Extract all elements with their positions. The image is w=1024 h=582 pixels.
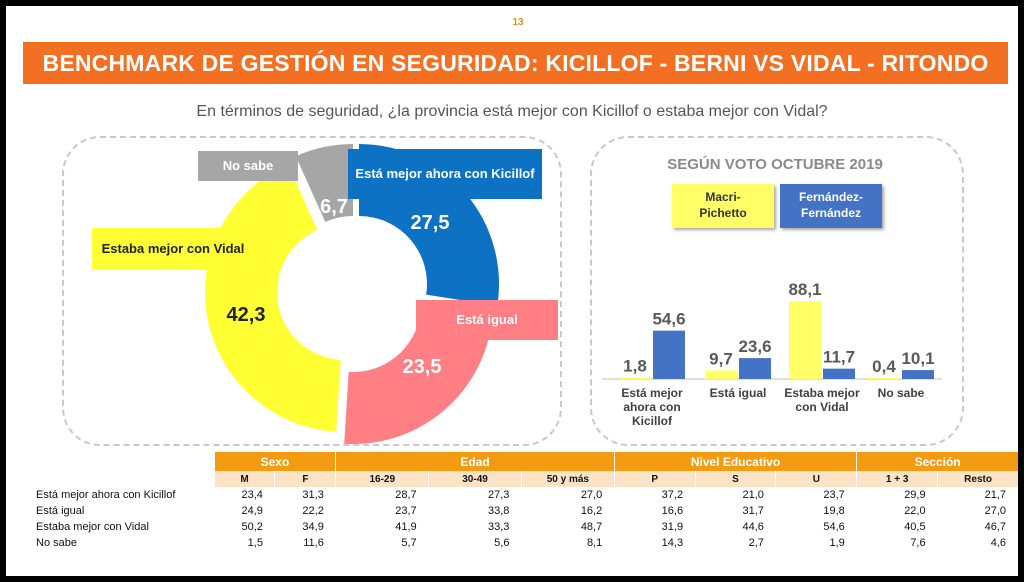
legend-fernandez-fernandez: Fernández- Fernández [780,184,882,228]
row-label: Está igual [36,505,85,517]
group-header-nivel-educativo: Nivel Educativo [613,452,857,471]
table-cell: 27,0 [580,489,603,501]
table-cell: 54,6 [823,521,845,533]
table-cell: 8,1 [586,537,603,549]
row-label: No sabe [36,537,77,549]
page-title: BENCHMARK DE GESTIÓN EN SEGURIDAD: KICIL… [23,42,1008,84]
table-cell: 4,6 [990,537,1006,549]
column-header: S [694,471,776,487]
table-cell: 44,6 [742,521,764,533]
table-cell: 22,0 [904,505,926,517]
table-cell: 46,7 [984,521,1006,533]
table-cell: 2,7 [748,537,764,549]
column-header: Resto [937,471,1018,487]
table-cell: 27,3 [488,489,510,501]
table-cell: 1,9 [829,537,845,549]
slide: 13 BENCHMARK DE GESTIÓN EN SEGURIDAD: KI… [6,6,1018,576]
legend-macri-line-2: Pichetto [699,206,747,220]
slice-value-no-sabe: 6,7 [320,196,348,218]
table-cell: 21,0 [742,489,764,501]
table-cell: 27,0 [984,505,1006,517]
table-row: Está mejor ahora con Kicillof 23,4 31,3 28,… [36,487,1018,503]
slice-value-kicillof: 27,5 [410,212,450,234]
table-cell: 33,3 [488,521,510,533]
table-cell: 21,7 [984,489,1006,501]
table-cell: 23,7 [395,505,417,517]
slice-label-igual: Está igual [416,300,558,340]
legend-macri-pichetto: Macri- Pichetto [672,184,774,228]
slice-label-kicillof: Está mejor ahora con Kicillof [348,149,542,199]
table-row: Está igual 24,9 22,2 23,7 33,8 16,2 16,6 31,7 19… [36,503,1018,519]
table-cell: 5,6 [494,537,510,549]
legend-fern-line-2: Fernández [800,206,861,220]
column-header: U [775,471,857,487]
group-header-sexo: Sexo [213,452,336,471]
page-number: 13 [512,17,524,28]
table-cell: 11,6 [303,537,324,549]
table-cell: 33,8 [488,505,510,517]
legend-macri-line-1: Macri- [705,190,741,205]
survey-question: En términos de seguridad, ¿la provincia … [196,103,828,120]
table-cell: 31,7 [742,505,764,517]
table-cell: 14,3 [661,537,684,549]
column-header: P [613,471,696,487]
table-column-header-row: M F 16-29 30-49 50 y más P S U 1 + 3 Res… [36,471,1018,487]
table-cell: 5,7 [401,537,417,549]
slice-value-vidal: 42,3 [226,304,266,326]
column-header: 16-29 [335,471,429,487]
table-cell: 22,2 [302,505,324,517]
slice-label-no-sabe: No sabe [198,151,298,181]
table-cell: 23,4 [241,489,263,501]
column-header: 1 + 3 [856,471,938,487]
table-cell: 24,9 [241,505,263,517]
table-cell: 48,7 [580,521,603,533]
column-header: M [213,471,275,487]
donut-panel [62,136,562,446]
table-cell: 40,5 [904,521,926,533]
table-group-header-row: Sexo Edad Nivel Educativo Sección [36,452,1018,471]
table-cell: 19,8 [823,505,845,517]
table-cell: 31,9 [661,521,684,533]
table-cell: 34,9 [302,521,324,533]
group-header-edad: Edad [335,452,615,471]
table-cell: 7,6 [910,537,926,549]
table-row: No sabe 1,5 11,6 5,7 5,6 8,1 14,3 2,7 1,9 7,6 4,6 [36,535,1018,551]
table-row: Estaba mejor con Vidal 50,2 34,9 41,9 33,3 48… [36,519,1018,535]
table-cell: 41,9 [395,521,417,533]
column-header: 30-49 [428,471,522,487]
table-cell: 31,3 [302,489,324,501]
table-cell: 1,5 [247,537,263,549]
table-cell: 29,9 [904,489,926,501]
table-cell: 28,7 [395,489,417,501]
slice-label-vidal: Estaba mejor con Vidal [92,228,254,270]
slice-value-igual: 23,5 [402,356,442,378]
table-cell: 23,7 [823,489,845,501]
legend-fern-line-1: Fernández- [798,190,863,205]
table-cell: 16,6 [661,505,684,517]
row-label: Estaba mejor con Vidal [36,521,149,533]
group-header-seccion: Sección [856,452,1018,471]
column-header: F [274,471,336,487]
table-cell: 37,2 [661,489,684,501]
column-header: 50 y más [520,471,615,487]
crosstab-table: Sexo Edad Nivel Educativo Sección M F 16… [36,452,1018,551]
table-cell: 50,2 [241,521,263,533]
vote-chart-title: SEGÚN VOTO OCTUBRE 2019 [667,156,883,173]
vote-panel [590,136,964,446]
row-label: Está mejor ahora con Kicillof [36,489,176,501]
table-cell: 16,2 [580,505,603,517]
